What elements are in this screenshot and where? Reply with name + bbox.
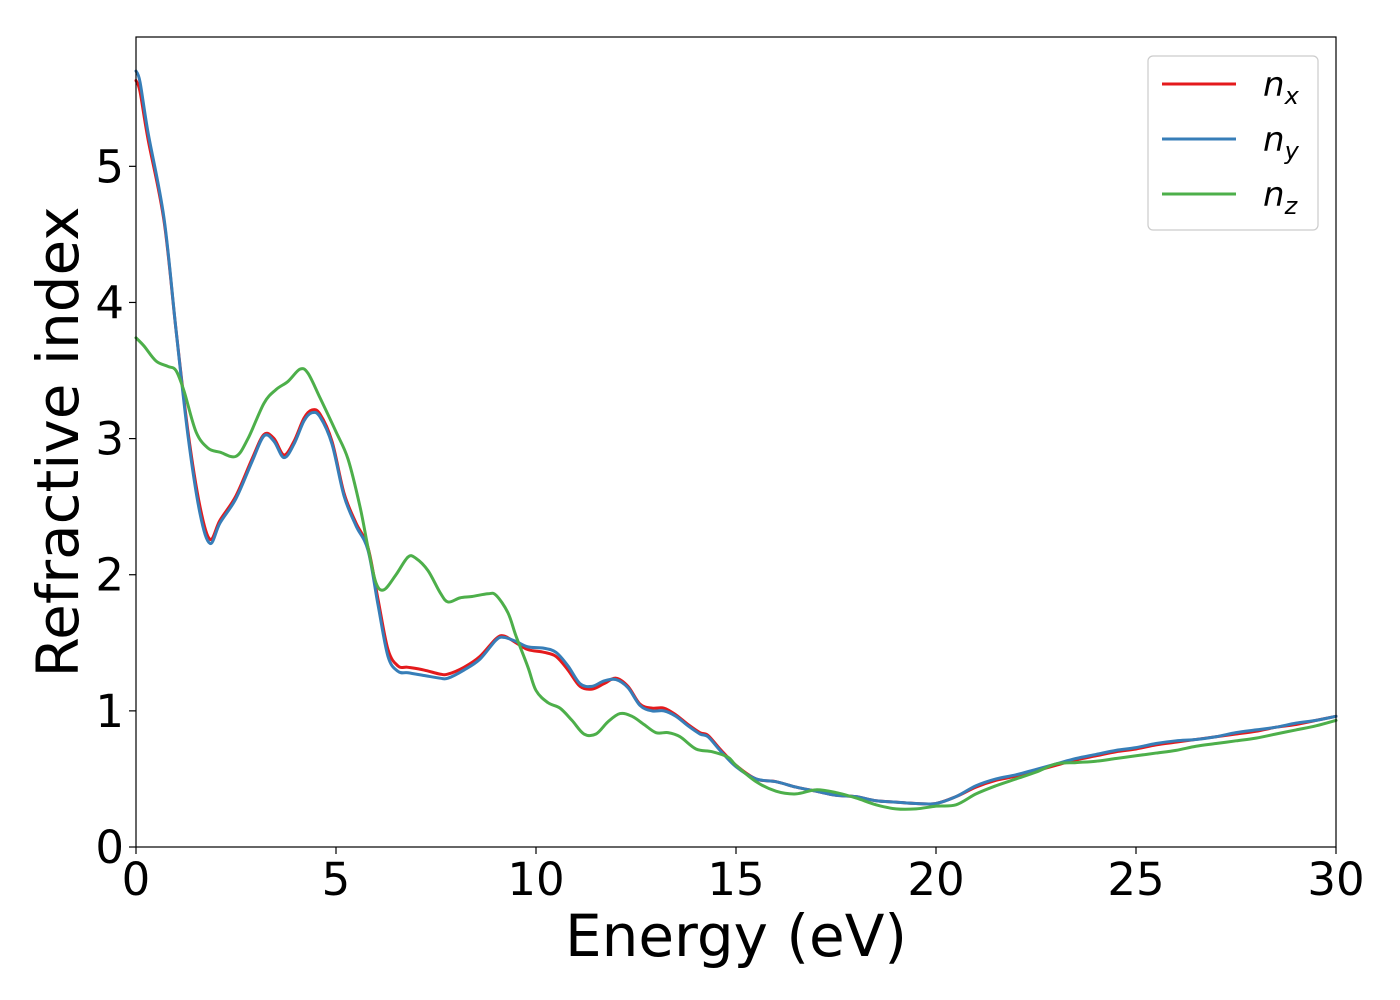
x-tick-label: 25 — [1107, 853, 1164, 906]
x-tick-label: 0 — [122, 853, 151, 906]
x-tick-label: 30 — [1307, 853, 1364, 906]
series-layer — [134, 69, 1338, 811]
axes-layer: 0 5 10 15 20 25 30 0 1 2 3 4 5 — [95, 36, 1365, 906]
legend-label-z: nz — [1263, 175, 1299, 220]
legend: nx ny nz — [1147, 55, 1319, 231]
y-tick-label: 2 — [95, 549, 124, 602]
y-tick-label: 1 — [95, 685, 124, 738]
y-tick-label: 3 — [95, 413, 124, 466]
legend-box — [1147, 55, 1319, 231]
legend-label-x: nx — [1263, 65, 1300, 110]
x-axis-label: Energy (eV) — [565, 902, 907, 970]
plot-background — [136, 37, 1336, 847]
plot-area — [136, 37, 1336, 847]
x-tick-label: 10 — [507, 853, 564, 906]
legend-label-y: ny — [1263, 120, 1300, 165]
y-axis-label: Refractive index — [24, 206, 92, 677]
series-line-z — [134, 336, 1338, 811]
x-tick-label: 5 — [322, 853, 351, 906]
y-tick-label: 4 — [95, 276, 124, 329]
y-tick-label: 5 — [95, 140, 124, 193]
x-tick-label: 20 — [907, 853, 964, 906]
y-tick-label: 0 — [95, 821, 124, 874]
x-tick-label: 15 — [707, 853, 764, 906]
